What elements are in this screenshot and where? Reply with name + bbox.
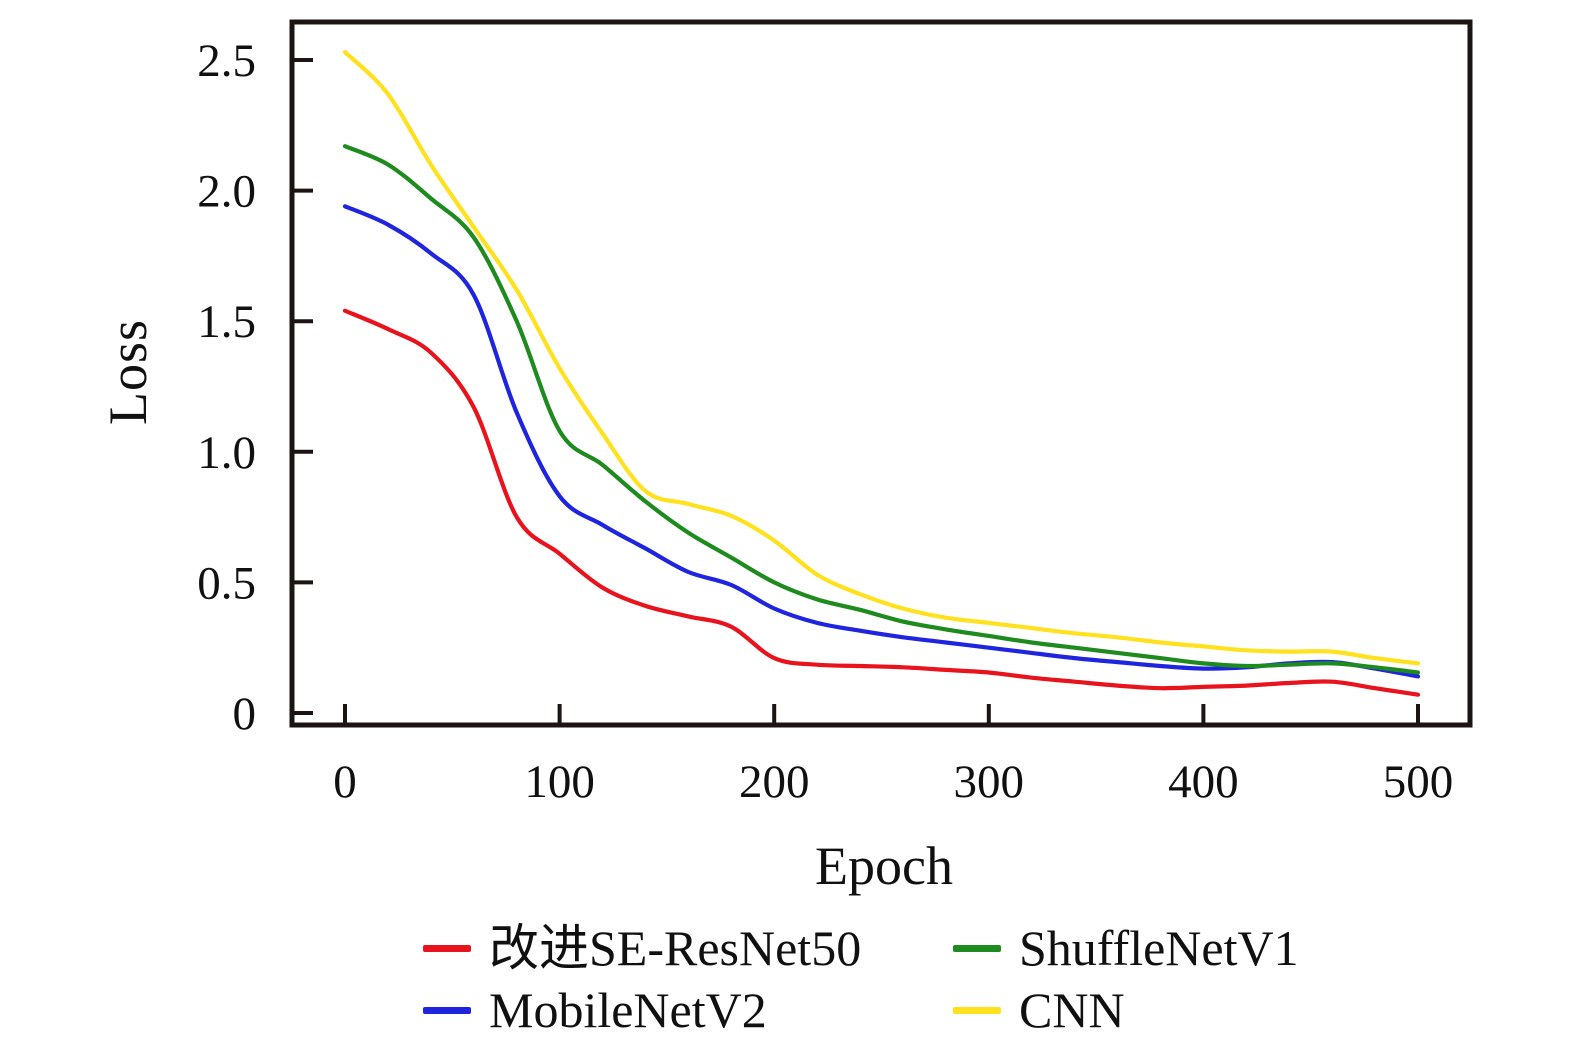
legend-item-se-resnet50: 改进SE-ResNet50 — [423, 920, 953, 976]
legend-swatch-shufflenetv1 — [953, 944, 1001, 952]
legend-item-mobilenetv2: MobileNetV2 — [423, 982, 953, 1038]
y-tick-label: 1.5 — [197, 296, 256, 348]
legend-swatch-mobilenetv2 — [423, 1006, 471, 1014]
y-tick-label: 0.5 — [197, 557, 256, 609]
y-axis-label: Loss — [98, 318, 158, 426]
plot-box — [289, 19, 1473, 728]
series-line-shufflenetv1 — [342, 144, 1421, 675]
x-tick-label: 300 — [954, 756, 1025, 808]
y-tick-label: 2.5 — [197, 35, 256, 87]
legend: 改进SE-ResNet50 ShuffleNetV1 MobileNetV2 C… — [423, 920, 1299, 1038]
legend-label-se-resnet50: 改进SE-ResNet50 — [489, 920, 862, 976]
legend-item-cnn: CNN — [953, 982, 1299, 1038]
legend-label-cnn: CNN — [1019, 982, 1125, 1038]
x-tick-label: 0 — [333, 756, 357, 808]
x-tick-label: 200 — [739, 756, 810, 808]
y-tick-label: 0 — [233, 688, 257, 740]
x-tick-label: 400 — [1168, 756, 1239, 808]
y-tick-label: 2.0 — [197, 166, 256, 218]
x-tick-label: 100 — [524, 756, 595, 808]
legend-item-shufflenetv1: ShuffleNetV1 — [953, 920, 1299, 976]
legend-swatch-cnn — [953, 1006, 1001, 1014]
series-line-cnn — [342, 50, 1421, 666]
y-tick-label: 1.0 — [197, 427, 256, 479]
x-tick-label: 500 — [1383, 756, 1454, 808]
legend-label-shufflenetv1: ShuffleNetV1 — [1019, 920, 1299, 976]
series-line-se-resnet50 — [342, 308, 1421, 697]
legend-swatch-se-resnet50 — [423, 944, 471, 952]
x-axis-label: Epoch — [815, 836, 953, 896]
legend-label-mobilenetv2: MobileNetV2 — [489, 982, 767, 1038]
